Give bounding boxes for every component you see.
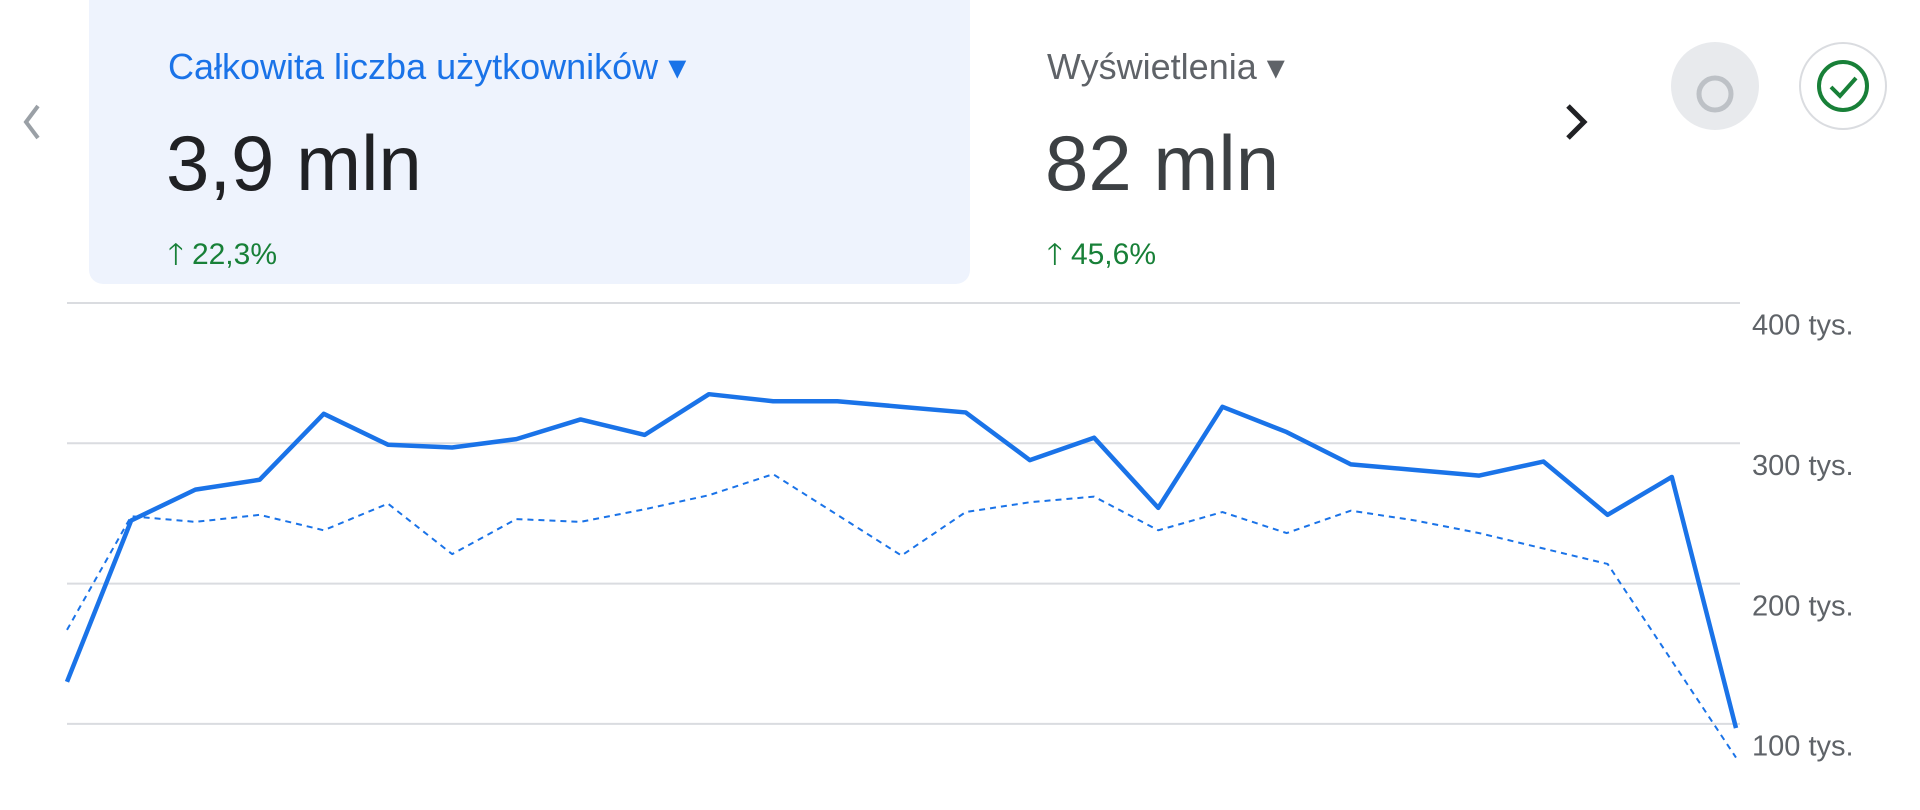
- y-tick-label: 200 tys.: [1752, 590, 1854, 622]
- change-text: 22,3%: [191, 238, 278, 271]
- dropdown-arrow: ▾: [668, 46, 687, 87]
- dropdown-arrow: ▾: [1266, 46, 1285, 87]
- change-text: 45,6%: [1070, 238, 1157, 271]
- metric-card[interactable]: Całkowita liczba użytkowników ▾ 3,9 mln …: [89, 0, 970, 284]
- card-title-text: Całkowita liczba użytkowników: [168, 46, 659, 87]
- y-tick-label: 300 tys.: [1752, 450, 1854, 482]
- series-line: [64, 391, 1739, 729]
- card-title[interactable]: Wyświetlenia ▾: [1047, 46, 1285, 88]
- series-line: [66, 473, 1737, 759]
- next-arrow[interactable]: [1566, 104, 1588, 140]
- card-value: 3,9 mln: [166, 119, 422, 207]
- metric-card[interactable]: Wyświetlenia ▾ 82 mln 🡑 45,6%: [1020, 0, 1540, 284]
- card-value: 82 mln: [1045, 119, 1280, 207]
- y-tick-label: 400 tys.: [1752, 310, 1854, 342]
- card-title-text: Wyświetlenia: [1047, 46, 1257, 87]
- card-change: 🡑 22,3%: [168, 238, 278, 271]
- badge-icon[interactable]: [1671, 42, 1759, 130]
- card-change: 🡑 45,6%: [1047, 238, 1157, 271]
- prev-arrow[interactable]: [23, 104, 40, 140]
- card-title[interactable]: Całkowita liczba użytkowników ▾: [168, 46, 686, 88]
- check-mark: [1829, 76, 1858, 99]
- check-icon[interactable]: [1799, 42, 1887, 130]
- badge-medal: [1696, 75, 1734, 113]
- y-tick-label: 100 tys.: [1752, 731, 1854, 763]
- check-circle: [1817, 60, 1869, 112]
